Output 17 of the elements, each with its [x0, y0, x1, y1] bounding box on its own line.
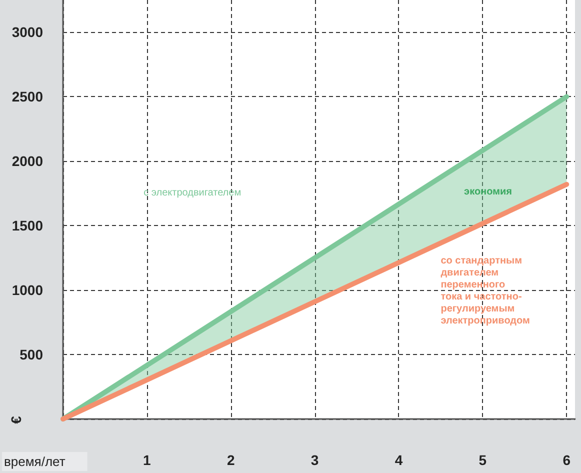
- y-tick-label: 1500: [12, 218, 44, 234]
- x-tick-label: 4: [394, 452, 403, 468]
- y-axis-title: €: [8, 416, 24, 424]
- x-tick-label: 3: [310, 452, 319, 468]
- x-tick-label: 2: [226, 452, 235, 468]
- y-tick-label: 2000: [12, 153, 44, 170]
- x-tick-label: 5: [478, 452, 487, 468]
- y-tick-label: 3000: [12, 24, 44, 40]
- x-tick-label: 1: [143, 452, 152, 468]
- y-tick-label: 1000: [12, 282, 44, 298]
- y-tick-label: 2500: [12, 88, 44, 105]
- x-tick-label: 6: [562, 452, 571, 468]
- text: с электродвигателем: [144, 187, 242, 198]
- x-axis-title: время/лет: [4, 454, 66, 469]
- y-tick-label: 500: [20, 346, 44, 363]
- series-label: со стандартным двигателем переменного тока и частотно-регулируемым электроприводом: [440, 255, 530, 326]
- annotation: экономия: [464, 186, 512, 198]
